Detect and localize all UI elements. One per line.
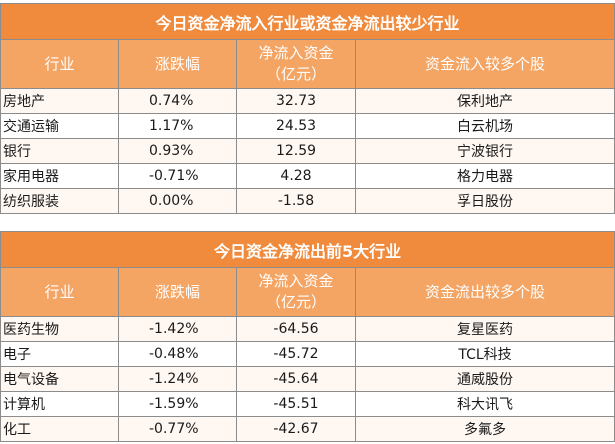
industry-cell: 医药生物 [0,316,119,342]
stock-cell: 通威股份 [354,366,615,392]
stock-cell: 科大讯飞 [354,391,615,417]
net-inflow-cell: -45.72 [236,341,356,367]
change-cell: 0.74% [118,88,237,114]
header-industry: 行业 [0,267,119,317]
change-cell: -1.24% [118,366,237,392]
table-row: 电子 -0.48% -45.72 TCL科技 [0,341,615,367]
outflow-table-title: 今日资金净流出前5大行业 [0,231,615,268]
industry-cell: 交通运输 [0,113,119,139]
industry-cell: 家用电器 [0,163,119,189]
net-inflow-cell: 32.73 [236,88,356,114]
net-inflow-cell: -64.56 [236,316,356,342]
stock-cell: 复星医药 [354,316,615,342]
table-row: 纺织服装 0.00% -1.58 孚日股份 [0,188,615,214]
change-cell: -1.59% [118,391,237,417]
net-inflow-cell: 12.59 [236,138,356,164]
net-inflow-cell: -42.67 [236,416,356,442]
header-industry: 行业 [0,39,119,89]
change-cell: -0.71% [118,163,237,189]
header-net-inflow-line2: （亿元） [265,65,326,83]
change-cell: 0.93% [118,138,237,164]
header-net-inflow-line1: 净流入资金 [258,44,334,62]
table-row: 医药生物 -1.42% -64.56 复星医药 [0,316,615,342]
net-inflow-cell: -1.58 [236,188,356,214]
industry-cell: 纺织服装 [0,188,119,214]
industry-cell: 计算机 [0,391,119,417]
change-cell: 0.00% [118,188,237,214]
table-row: 银行 0.93% 12.59 宁波银行 [0,138,615,164]
table-row: 交通运输 1.17% 24.53 白云机场 [0,113,615,139]
stock-cell: 保利地产 [354,88,615,114]
industry-cell: 电子 [0,341,119,367]
industry-cell: 房地产 [0,88,119,114]
stock-cell: 格力电器 [354,163,615,189]
net-inflow-cell: -45.64 [236,366,356,392]
stock-cell: TCL科技 [354,341,615,367]
header-net-inflow: 净流入资金 （亿元） [236,267,356,317]
change-cell: -0.48% [118,341,237,367]
stock-cell: 宁波银行 [354,138,615,164]
header-change: 涨跌幅 [118,39,237,89]
table-row: 房地产 0.74% 32.73 保利地产 [0,88,615,114]
industry-cell: 银行 [0,138,119,164]
header-net-inflow: 净流入资金 （亿元） [236,39,356,89]
header-change: 涨跌幅 [118,267,237,317]
change-cell: -1.42% [118,316,237,342]
table-row: 化工 -0.77% -42.67 多氟多 [0,416,615,442]
outflow-table: 今日资金净流出前5大行业 行业 涨跌幅 净流入资金 （亿元） 资金流出较多个股 … [0,231,615,442]
header-net-inflow-line1: 净流入资金 [258,272,334,290]
table-row: 计算机 -1.59% -45.51 科大讯飞 [0,391,615,417]
industry-cell: 电气设备 [0,366,119,392]
header-stocks: 资金流入较多个股 [354,39,615,89]
stock-cell: 白云机场 [354,113,615,139]
net-inflow-cell: 24.53 [236,113,356,139]
change-cell: 1.17% [118,113,237,139]
inflow-table: 今日资金净流入行业或资金净流出较少行业 行业 涨跌幅 净流入资金 （亿元） 资金… [0,3,615,214]
inflow-table-title: 今日资金净流入行业或资金净流出较少行业 [0,3,615,40]
stock-cell: 多氟多 [354,416,615,442]
industry-cell: 化工 [0,416,119,442]
header-stocks: 资金流出较多个股 [354,267,615,317]
net-inflow-cell: 4.28 [236,163,356,189]
stock-cell: 孚日股份 [354,188,615,214]
header-net-inflow-line2: （亿元） [265,293,326,311]
net-inflow-cell: -45.51 [236,391,356,417]
table-row: 家用电器 -0.71% 4.28 格力电器 [0,163,615,189]
table-row: 电气设备 -1.24% -45.64 通威股份 [0,366,615,392]
change-cell: -0.77% [118,416,237,442]
